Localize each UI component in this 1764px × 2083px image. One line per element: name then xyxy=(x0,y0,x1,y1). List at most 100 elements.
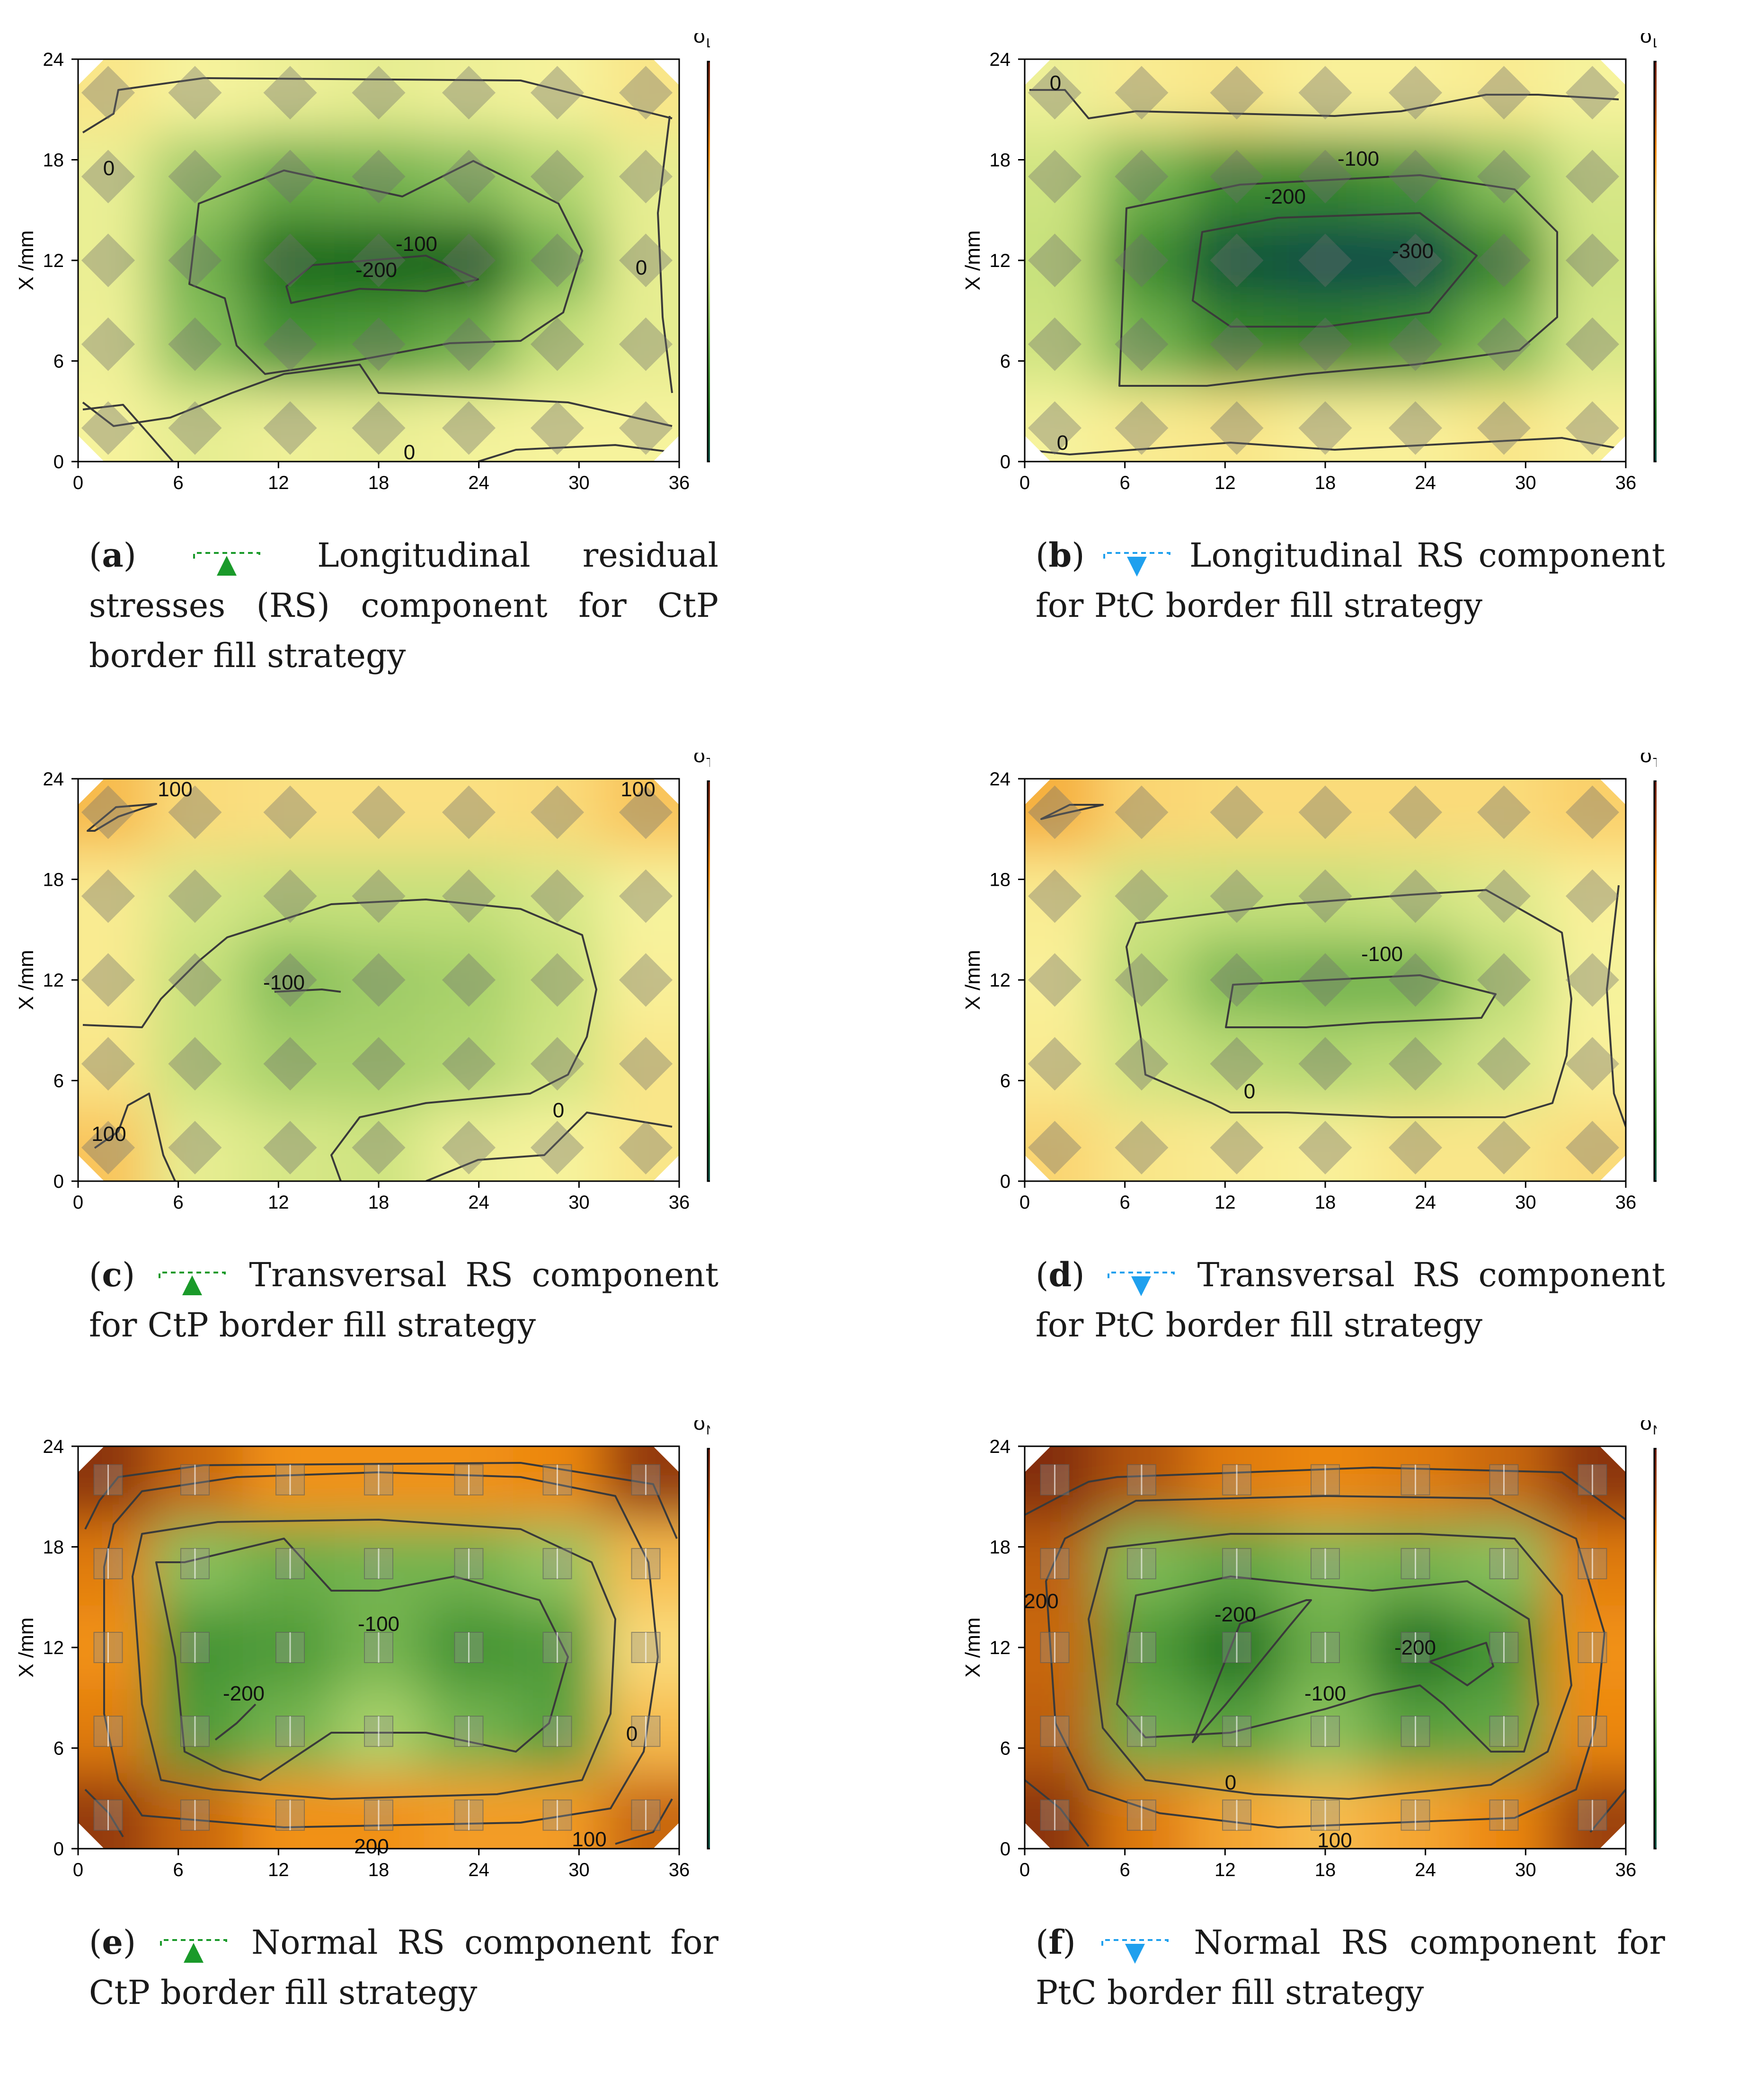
heat-cell xyxy=(242,302,335,386)
heat-cell xyxy=(1459,302,1548,386)
heat-cell xyxy=(1025,1446,1099,1522)
measurement-point-marker xyxy=(81,785,135,839)
heat-cell xyxy=(1189,1105,1281,1181)
measurement-point-marker xyxy=(1028,233,1082,287)
measurement-point-marker xyxy=(1028,66,1082,120)
heat-cell xyxy=(1025,59,1099,135)
caption-letter: f xyxy=(1048,1923,1063,1962)
contour-line xyxy=(1428,1642,1494,1686)
heat-cell xyxy=(78,302,152,386)
heat-cell xyxy=(1025,779,1099,855)
measurement-point-marker xyxy=(1298,953,1352,1007)
heat-cell xyxy=(151,134,243,219)
heat-cell xyxy=(1098,59,1189,135)
contour-label: 100 xyxy=(158,778,192,801)
heat-cell xyxy=(1370,302,1460,386)
ctp-legend-icon xyxy=(157,1263,228,1295)
contour-line xyxy=(1116,1576,1539,1753)
heat-cell xyxy=(1548,1605,1626,1690)
x-tick-label: 30 xyxy=(1515,1860,1536,1880)
measurement-point-marker xyxy=(1298,1037,1352,1091)
x-axis-label: Y /mm xyxy=(349,1892,408,1894)
heat-cell xyxy=(424,1022,513,1106)
chart-b: 0-100-200-300006121824303606121824Y /mmX… xyxy=(961,33,1657,507)
y-tick-label: 0 xyxy=(53,1171,64,1192)
contour-label: 200 xyxy=(1024,1590,1058,1613)
x-tick-label: 18 xyxy=(368,472,390,493)
measurement-point-marker xyxy=(1028,150,1082,204)
contour-line xyxy=(1025,1467,1626,1847)
heat-cell xyxy=(1548,302,1626,386)
x-axis-label: Y /mm xyxy=(1295,505,1355,507)
x-tick-label: 0 xyxy=(73,1860,83,1880)
heat-cell xyxy=(151,302,243,386)
x-tick-label: 18 xyxy=(368,1860,390,1880)
measurement-point-marker xyxy=(1477,317,1531,371)
x-tick-label: 6 xyxy=(1120,1860,1130,1880)
y-tick-label: 18 xyxy=(43,150,64,171)
x-tick-label: 24 xyxy=(1415,1192,1436,1213)
measurement-point-marker xyxy=(1298,233,1352,287)
caption-letter: d xyxy=(1048,1255,1072,1294)
x-tick-label: 6 xyxy=(173,1860,184,1880)
measurement-point-marker xyxy=(1477,150,1531,204)
heat-cell xyxy=(1370,1105,1460,1181)
measurement-point-marker xyxy=(1477,953,1531,1007)
heat-cell xyxy=(78,134,152,219)
y-tick-label: 18 xyxy=(43,1537,64,1558)
heat-cell xyxy=(1281,854,1371,938)
y-tick-label: 12 xyxy=(43,250,64,271)
heat-cell xyxy=(151,1022,243,1106)
heat-cell xyxy=(1025,854,1099,938)
heat-cell xyxy=(334,1105,424,1181)
heat-cell xyxy=(334,59,424,135)
heat-cell xyxy=(1098,1773,1189,1849)
measurement-point-marker xyxy=(1028,869,1082,923)
ctp-legend-icon xyxy=(191,543,262,576)
measurement-point-marker xyxy=(1477,869,1531,923)
contour-line xyxy=(94,1093,176,1181)
contour-line xyxy=(82,404,673,462)
y-tick-label: 6 xyxy=(1000,351,1011,372)
measurement-point-marker xyxy=(1028,953,1082,1007)
measurement-point-marker xyxy=(1298,150,1352,204)
heat-cell xyxy=(1548,1689,1626,1773)
y-tick-label: 18 xyxy=(990,1537,1011,1558)
x-tick-label: 24 xyxy=(468,1860,489,1880)
y-axis-label: X /mm xyxy=(961,1617,984,1677)
heat-cell xyxy=(1459,938,1548,1022)
caption-c: (c) Transversal RS component for CtP bor… xyxy=(89,1255,718,1344)
measurement-point-marker xyxy=(168,150,222,204)
heat-cell xyxy=(1370,59,1460,135)
heat-cell xyxy=(1281,59,1371,135)
heat-cell xyxy=(242,1446,335,1522)
heat-cell xyxy=(1098,218,1189,303)
heat-cell xyxy=(242,134,335,219)
contour-line xyxy=(1225,974,1497,1028)
chart-d: -100006121824303606121824Y /mmX /mm30020… xyxy=(961,753,1657,1226)
contour-line xyxy=(214,1703,257,1741)
heat-cell xyxy=(1548,938,1626,1022)
heat-cell xyxy=(1189,1773,1281,1849)
caption-letter: e xyxy=(102,1923,123,1962)
contour-label: -100 xyxy=(1338,147,1379,170)
y-tick-label: 12 xyxy=(990,1638,1011,1658)
chart-a: 0-100-2000006121824303606121824Y /mmX /m… xyxy=(15,33,710,507)
y-tick-label: 18 xyxy=(43,870,64,890)
measurement-point-marker xyxy=(1298,401,1352,455)
x-tick-label: 24 xyxy=(468,1192,489,1213)
heat-cell xyxy=(1548,1105,1626,1181)
ptc-legend-icon xyxy=(1101,543,1172,577)
colorbar-title: σL /MPa xyxy=(1640,33,1657,50)
y-tick-label: 0 xyxy=(1000,452,1011,472)
heat-cell xyxy=(334,779,424,855)
heat-cell xyxy=(78,218,152,303)
heat-cell xyxy=(601,1022,679,1106)
x-tick-label: 36 xyxy=(1615,1192,1637,1213)
panel-b: 0-100-200-300006121824303606121824Y /mmX… xyxy=(947,33,1665,696)
caption-text: Transversal RS component for CtP border … xyxy=(89,1255,718,1344)
measurement-point-marker xyxy=(1388,953,1443,1007)
y-tick-label: 12 xyxy=(43,1638,64,1658)
contour-label: -100 xyxy=(1304,1682,1346,1705)
measurement-point-marker xyxy=(1388,1037,1443,1091)
